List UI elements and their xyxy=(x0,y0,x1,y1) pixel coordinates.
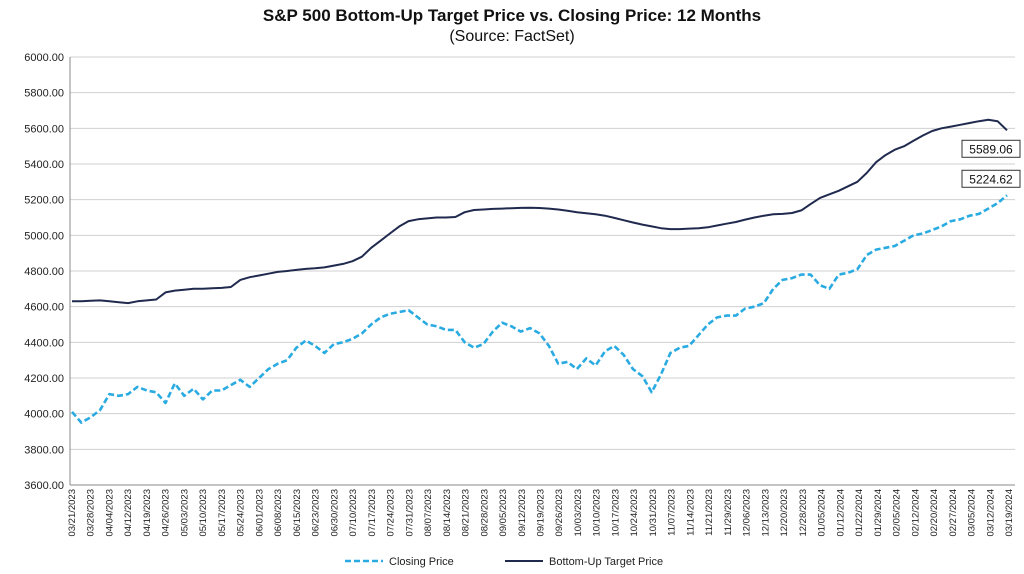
x-tick-label: 05/10/2023 xyxy=(198,489,209,537)
y-tick-label: 5400.00 xyxy=(24,159,64,171)
x-axis: 03/21/2023 03/28/2023 04/04/2023 04/12/2023… xyxy=(67,489,1015,537)
x-tick-label: 11/07/2023 xyxy=(667,489,678,536)
x-tick-label: 12/28/2023 xyxy=(798,489,809,537)
x-tick-label: 01/29/2024 xyxy=(873,489,884,537)
target-price-line xyxy=(72,118,1008,305)
x-tick-label: 02/20/2024 xyxy=(929,489,940,537)
closing-price-line xyxy=(71,194,1008,424)
end-value-labels: 5224.62 5589.06 xyxy=(961,139,1021,188)
x-tick-label: 01/12/2024 xyxy=(835,489,846,537)
series-lines xyxy=(71,118,1008,424)
x-tick-label: 04/12/2023 xyxy=(123,489,134,537)
x-tick-label: 10/31/2023 xyxy=(648,489,659,537)
y-tick-label: 4000.00 xyxy=(24,409,64,421)
x-tick-label: 02/12/2024 xyxy=(910,489,921,537)
x-tick-label: 07/17/2023 xyxy=(367,489,378,537)
end-label-box xyxy=(961,139,1021,158)
x-tick-label: 04/26/2023 xyxy=(161,489,172,537)
x-tick-label: 12/20/2023 xyxy=(779,489,790,537)
x-tick-label: 07/31/2023 xyxy=(404,489,415,537)
x-tick-label: 11/21/2023 xyxy=(704,489,715,536)
x-tick-label: 05/17/2023 xyxy=(217,489,228,537)
x-tick-label: 07/10/2023 xyxy=(348,489,359,537)
y-tick-label: 4600.00 xyxy=(24,302,64,314)
x-tick-label: 06/08/2023 xyxy=(273,489,284,537)
x-tick-label: 10/17/2023 xyxy=(610,489,621,537)
x-tick-label: 09/05/2023 xyxy=(498,489,509,537)
x-tick-label: 04/19/2023 xyxy=(142,489,153,537)
x-tick-label: 08/21/2023 xyxy=(461,489,472,537)
y-tick-label: 5000.00 xyxy=(24,230,64,242)
x-tick-label: 08/28/2023 xyxy=(479,489,490,537)
y-axis: 6000.00 5800.00 5600.00 5400.00 5200.00 5000.… xyxy=(24,52,64,492)
x-tick-label: 01/05/2024 xyxy=(817,489,828,537)
x-tick-label: 06/23/2023 xyxy=(311,489,322,537)
legend-label: Bottom-Up Target Price xyxy=(549,556,663,568)
x-tick-label: 02/05/2024 xyxy=(892,489,903,537)
x-tick-label: 03/21/2023 xyxy=(67,489,78,537)
y-tick-label: 5200.00 xyxy=(24,195,64,207)
x-tick-label: 01/22/2024 xyxy=(854,489,865,537)
y-tick-label: 5600.00 xyxy=(24,123,64,135)
y-tick-label: 5800.00 xyxy=(24,88,64,100)
chart-title: S&P 500 Bottom-Up Target Price vs. Closi… xyxy=(262,6,762,25)
x-tick-label: 08/07/2023 xyxy=(423,489,434,537)
y-tick-label: 4400.00 xyxy=(24,337,64,349)
x-tick-label: 09/19/2023 xyxy=(536,489,547,537)
x-tick-label: 05/24/2023 xyxy=(236,489,247,537)
x-tick-label: 06/15/2023 xyxy=(292,489,303,537)
y-tick-label: 6000.00 xyxy=(24,52,64,64)
legend: Closing Price Bottom-Up Target Price xyxy=(345,556,663,568)
end-label-box xyxy=(961,169,1021,188)
x-tick-label: 10/10/2023 xyxy=(592,489,603,537)
x-tick-label: 09/12/2023 xyxy=(517,489,528,537)
x-tick-label: 12/06/2023 xyxy=(742,489,753,537)
x-tick-label: 10/24/2023 xyxy=(629,489,640,537)
x-tick-label: 03/12/2024 xyxy=(985,489,996,537)
x-tick-label: 04/04/2023 xyxy=(104,489,115,537)
chart-subtitle: (Source: FactSet) xyxy=(449,28,575,45)
x-tick-label: 06/01/2023 xyxy=(254,489,265,537)
y-tick-label: 3800.00 xyxy=(24,444,64,456)
x-tick-label: 11/14/2023 xyxy=(685,489,696,536)
x-tick-label: 05/03/2023 xyxy=(179,489,190,537)
x-tick-label: 03/05/2024 xyxy=(967,489,978,537)
legend-label: Closing Price xyxy=(389,556,454,568)
x-tick-label: 11/29/2023 xyxy=(723,489,734,536)
gridlines xyxy=(69,56,1015,486)
x-tick-label: 09/26/2023 xyxy=(554,489,565,537)
y-tick-label: 4200.00 xyxy=(24,373,64,385)
end-label-value: 5589.06 xyxy=(969,142,1013,156)
y-tick-label: 3600.00 xyxy=(24,480,64,492)
x-tick-label: 07/24/2023 xyxy=(386,489,397,537)
x-tick-label: 10/03/2023 xyxy=(573,489,584,537)
y-tick-label: 4800.00 xyxy=(24,266,64,278)
x-tick-label: 08/14/2023 xyxy=(442,489,453,537)
x-tick-label: 06/30/2023 xyxy=(329,489,340,537)
end-label-value: 5224.62 xyxy=(969,172,1013,186)
x-tick-label: 03/28/2023 xyxy=(86,489,97,537)
x-tick-label: 02/27/2024 xyxy=(948,489,959,537)
x-tick-label: 12/13/2023 xyxy=(760,489,771,537)
x-tick-label: 03/19/2024 xyxy=(1004,489,1015,537)
